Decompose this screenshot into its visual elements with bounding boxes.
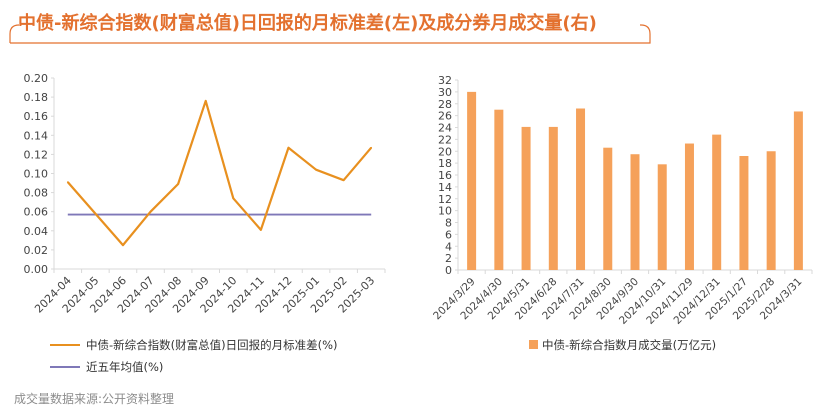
y-tick-label: 16 <box>438 169 452 182</box>
std-dev-data-point <box>370 146 373 149</box>
y-tick-label: 20 <box>438 145 452 158</box>
legend-swatch-volume <box>529 340 538 349</box>
y-tick-label: 4 <box>445 240 452 253</box>
std-dev-data-point <box>315 168 317 171</box>
std-dev-data-point <box>260 229 262 231</box>
volume-bar <box>576 108 586 270</box>
source-note: 成交量数据来源:公开资料整理 <box>14 392 175 406</box>
volume-bar <box>657 164 667 270</box>
y-tick-label: 24 <box>438 122 452 135</box>
volume-bar <box>739 156 749 270</box>
volume-bar <box>467 91 477 270</box>
y-tick-label: 14 <box>438 181 452 194</box>
volume-bar <box>684 143 694 270</box>
volume-bar <box>766 151 776 270</box>
bar-chart: 024681012141618202224262830322024/3/2920… <box>431 74 813 352</box>
title-bar: 中债-新综合指数(财富总值)日回报的月标准差(左)及成分券月成交量(右) <box>0 0 828 48</box>
y-tick-label: 8 <box>445 217 452 230</box>
y-tick-label: 0.16 <box>24 110 49 123</box>
legend-label-std-dev: 中债-新综合指数(财富总值)日回报的月标准差(%) <box>86 338 338 352</box>
volume-bar <box>548 126 558 270</box>
y-tick-label: 0.00 <box>24 263 49 276</box>
std-dev-data-point <box>66 181 69 183</box>
y-tick-label: 2 <box>445 252 452 265</box>
std-dev-data-point <box>204 100 207 102</box>
y-tick-label: 0.18 <box>24 91 49 104</box>
y-tick-label: 30 <box>438 86 452 99</box>
std-dev-data-point <box>287 146 290 149</box>
std-dev-data-point <box>232 197 235 200</box>
y-tick-label: 10 <box>438 205 452 218</box>
std-dev-data-point <box>149 210 152 213</box>
y-tick-label: 0.06 <box>24 206 49 219</box>
legend-label-average: 近五年均值(%) <box>86 360 163 374</box>
y-tick-label: 32 <box>438 74 452 87</box>
volume-bar <box>630 154 640 270</box>
volume-bar <box>603 147 613 270</box>
y-tick-label: 28 <box>438 98 452 111</box>
y-tick-label: 0.04 <box>24 225 49 238</box>
y-tick-label: 0.10 <box>24 168 49 181</box>
line-chart: 0.00 0.02 0.04 0.06 0.08 0.10 0.12 0.14 0.16 0.18… <box>24 72 386 374</box>
y-tick-label: 0.08 <box>24 187 49 200</box>
y-tick-label: 6 <box>445 228 452 241</box>
y-tick-label: 12 <box>438 193 452 206</box>
std-dev-data-point <box>342 179 345 181</box>
volume-bar <box>712 134 722 270</box>
y-tick-label: 0.14 <box>24 129 49 142</box>
title-frame <box>9 24 651 44</box>
volume-bar <box>521 126 531 270</box>
y-tick-label: 0.20 <box>24 72 49 85</box>
std-dev-data-point <box>94 212 97 215</box>
std-dev-series-line <box>66 99 373 247</box>
volume-bar <box>494 109 504 270</box>
y-tick-label: 0 <box>445 264 452 277</box>
y-tick-label: 26 <box>438 110 452 123</box>
legend-label-volume: 中债-新综合指数月成交量(万亿元) <box>542 338 716 352</box>
chart-title: 中债-新综合指数(财富总值)日回报的月标准差(左)及成分券月成交量(右) <box>18 13 597 34</box>
std-dev-data-point <box>177 183 179 185</box>
y-tick-label: 0.12 <box>24 148 49 161</box>
y-tick-label: 0.02 <box>24 244 49 257</box>
volume-bar <box>793 111 803 270</box>
std-dev-data-point <box>122 244 124 246</box>
y-tick-label: 18 <box>438 157 452 170</box>
y-tick-label: 22 <box>438 133 452 146</box>
